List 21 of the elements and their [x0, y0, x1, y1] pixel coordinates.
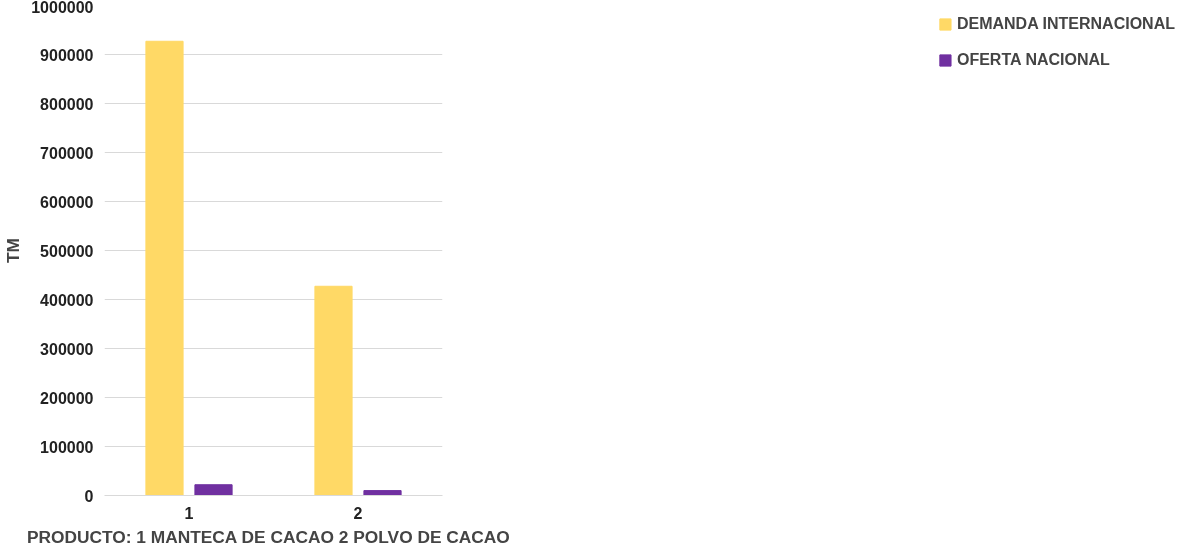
legend-label: DEMANDA INTERNACIONAL	[956, 15, 1175, 33]
y-tick-label: 600000	[40, 193, 94, 211]
y-tick-label: 500000	[40, 242, 94, 260]
y-tick-label: 1000000	[31, 0, 94, 16]
y-tick-label: 0	[84, 487, 94, 505]
x-tick-label: 2	[353, 504, 363, 522]
x-tick-label: 1	[184, 504, 194, 522]
bar	[145, 40, 184, 496]
y-tick-label: 300000	[40, 340, 94, 358]
legend-label: OFERTA NACIONAL	[956, 51, 1110, 69]
y-axis-title: TM	[3, 237, 24, 264]
bar	[194, 484, 233, 496]
bar	[314, 285, 353, 496]
y-tick-label: 200000	[40, 389, 94, 407]
y-tick-label: 900000	[40, 46, 94, 64]
y-tick-label: 700000	[40, 144, 94, 162]
bar	[363, 490, 402, 496]
y-tick-label: 800000	[40, 95, 94, 113]
y-tick-label: 400000	[40, 291, 94, 309]
x-axis-title: PRODUCTO: 1 MANTECA DE CACAO 2 POLVO DE CACAO	[26, 526, 510, 547]
y-tick-label: 100000	[40, 438, 94, 456]
